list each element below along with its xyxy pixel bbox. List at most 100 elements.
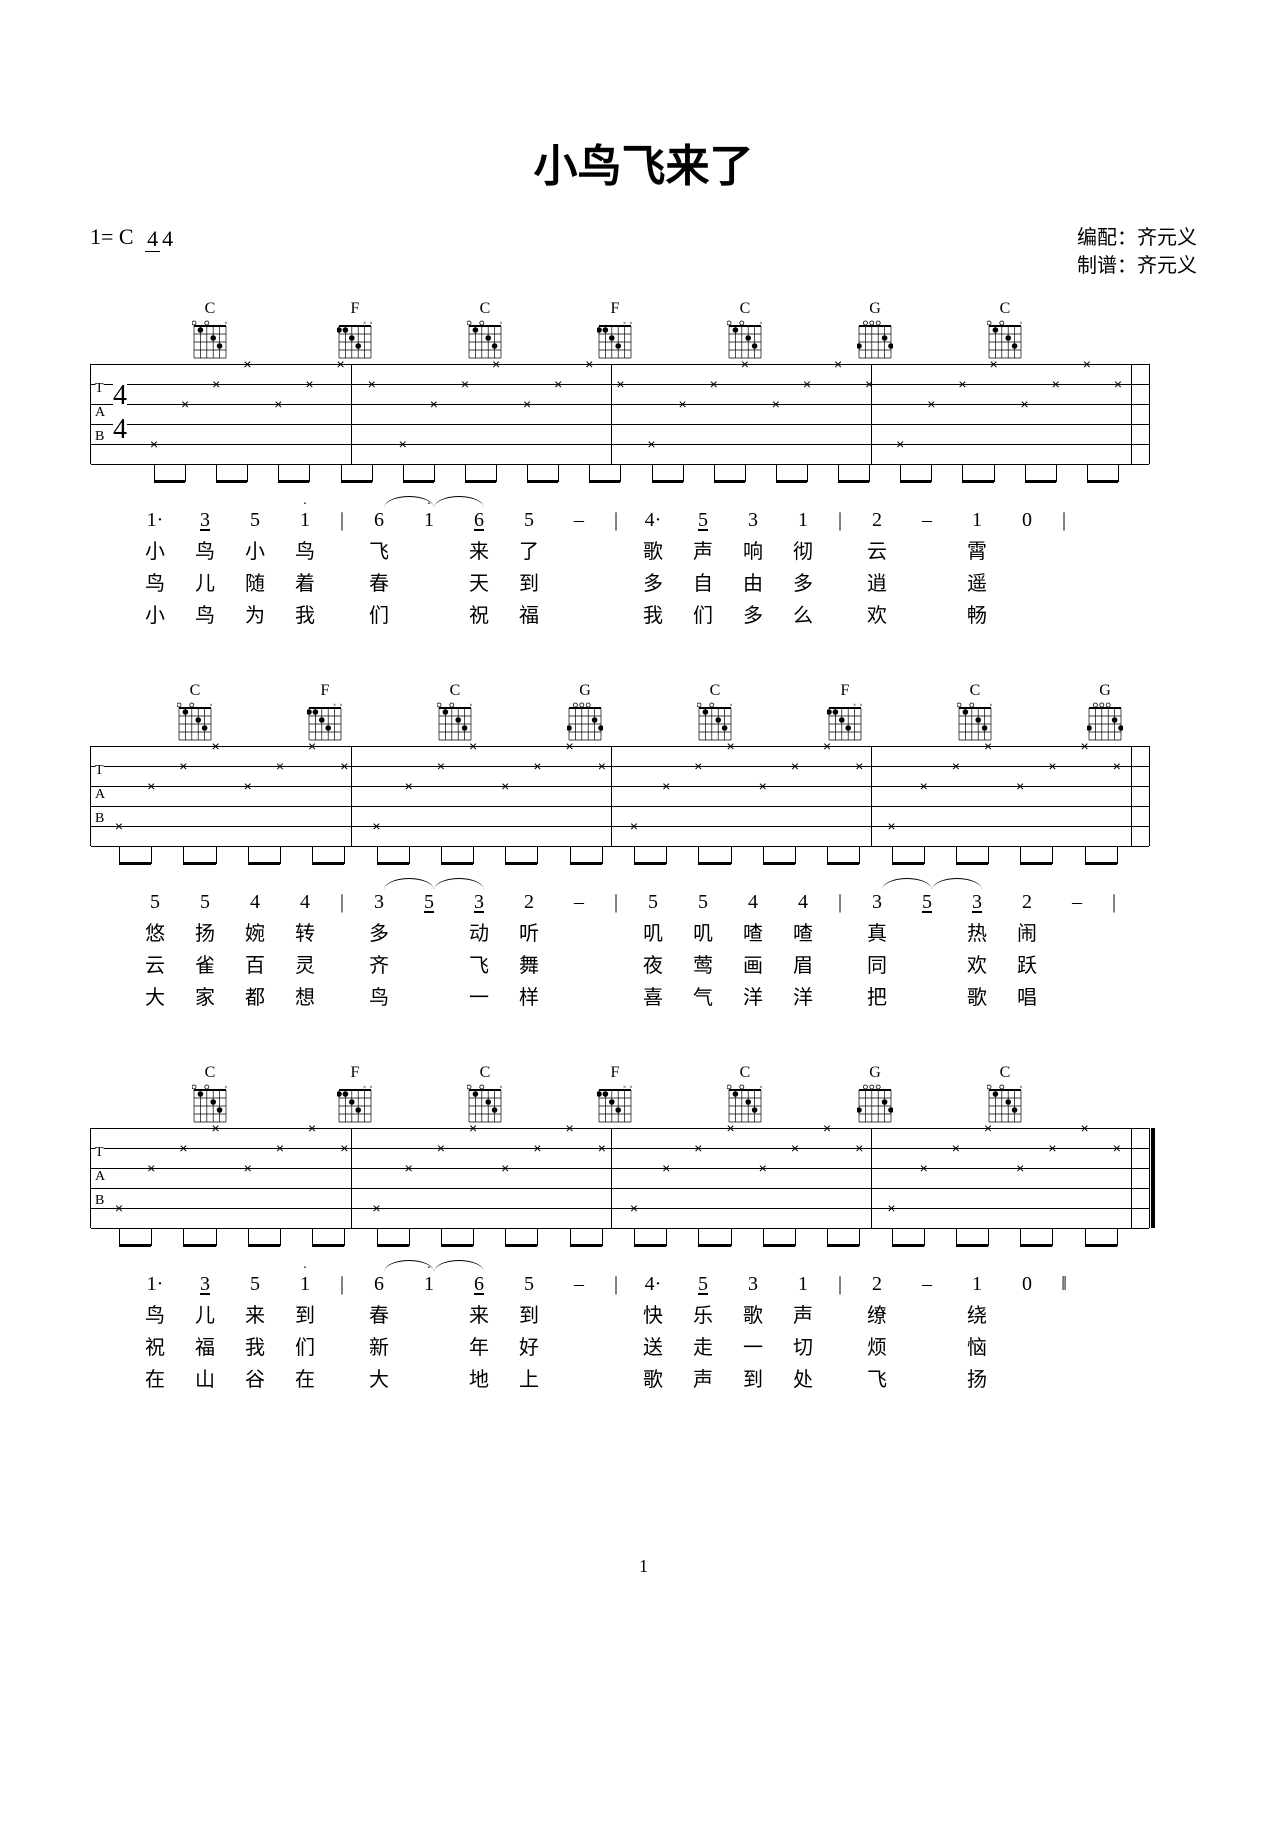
lyric-cell [554,536,604,568]
tab-clef-letter: B [95,812,104,826]
note-cell: 3 [454,886,504,918]
note-cell: 6 [354,1268,404,1300]
lyric-cell [404,918,454,950]
tab-note: × [212,377,220,391]
lyric-cell: 逍 [852,568,902,600]
lyric-cell: 气 [678,982,728,1014]
lyric-cell [828,1364,852,1396]
lyric-cell: 烦 [852,1332,902,1364]
lyric-cell: 飞 [354,536,404,568]
chord-row: C×F××C×GC×F××C×G [130,682,1197,742]
tab-note: × [336,357,344,371]
chord-grid-icon: ×× [827,702,863,742]
lyric-cell: 们 [280,1332,330,1364]
note-cell: 5 [678,886,728,918]
chord-grid-icon: × [467,320,503,360]
chord-name: C [970,682,981,700]
note-cell: 2 [852,504,902,536]
lyric-row: 悠扬婉转多动听叽叽喳喳真热闹 [130,918,1197,950]
tab-note: × [1016,779,1024,793]
tab-note: × [1048,1141,1056,1155]
chord-diagram: F×× [290,1064,420,1124]
tab-note: × [115,819,123,833]
svg-text:×: × [363,321,366,327]
note-cell: 2 [852,1268,902,1300]
note-cell: 3 [852,886,902,918]
note-cell: 1 [280,1268,330,1300]
system: C×F××C×F××C×GC×TAB44××××××××××××××××××××… [90,300,1197,632]
note-cell: 5 [230,1268,280,1300]
svg-text:×: × [224,321,227,327]
chord-diagram: C× [420,300,550,360]
lyric-cell: 真 [852,918,902,950]
lyric-cell: 声 [778,1300,828,1332]
lyric-cell: 悠 [130,918,180,950]
tab-note: × [694,759,702,773]
tab-note: × [952,759,960,773]
note-cell: 1· [130,504,180,536]
chord-diagram: C× [390,682,520,742]
chord-name: F [351,1064,360,1082]
lyric-cell [902,536,952,568]
chord-name: C [740,1064,751,1082]
chord-diagram: F×× [260,682,390,742]
lyric-cell: 快 [628,1300,678,1332]
lyric-row: 小鸟小鸟飞来了歌声响彻云霄 [130,536,1197,568]
lyric-cell [1002,568,1052,600]
tab-note: × [150,437,158,451]
lyric-row: 在山谷在大地上歌声到处飞扬 [130,1364,1197,1396]
note-cell: | [604,886,628,918]
lyric-cell [404,1364,454,1396]
note-cell: 5 [504,1268,554,1300]
chord-name: C [1000,300,1011,318]
chord-grid-icon: × [727,1084,763,1124]
lyric-cell: 们 [354,600,404,632]
lyric-cell: 到 [280,1300,330,1332]
lyric-cell: 声 [678,1364,728,1396]
lyric-cell [828,918,852,950]
lyric-cell [554,568,604,600]
chord-row: C×F××C×F××C×GC× [130,1064,1197,1124]
lyric-cell [604,982,628,1014]
tab-note: × [598,1141,606,1155]
tab-note: × [1048,759,1056,773]
chord-diagram: G [810,1064,940,1124]
lyric-cell: 小 [130,600,180,632]
lyric-cell: 叽 [678,918,728,950]
svg-text:×: × [623,321,626,327]
system: C×F××C×GC×F××C×GTAB×××××××××××××××××××××… [90,682,1197,1014]
lyric-cell: 闹 [1002,918,1052,950]
tab-staff: TAB×××××××××××××××××××××××××××××××× [90,746,1150,846]
lyric-cell: 福 [504,600,554,632]
lyric-cell: 多 [728,600,778,632]
chord-grid-icon: × [177,702,213,742]
tab-note: × [566,1121,574,1135]
lyric-cell [1002,1364,1052,1396]
lyric-cell: 切 [778,1332,828,1364]
chord-name: G [869,1064,881,1082]
lyric-cell: 响 [728,536,778,568]
note-cell: 4 [778,886,828,918]
key-signature: 1= C 44 [90,224,175,250]
chord-diagram: G [520,682,650,742]
tab-note: × [179,1141,187,1155]
chord-name: C [480,1064,491,1082]
tab-clef-letter: A [95,788,105,802]
tab-staff: TAB44×××××××××××××××××××××××××××××××× [90,364,1150,464]
chord-grid-icon: × [987,1084,1023,1124]
lyric-cell [1052,918,1102,950]
lyric-cell [828,950,852,982]
lyric-cell [330,982,354,1014]
lyric-cell: 鸟 [130,568,180,600]
lyric-cell [1002,1332,1052,1364]
note-cell: 6 [454,1268,504,1300]
lyric-cell: 齐 [354,950,404,982]
lyric-cell [828,536,852,568]
tab-note: × [662,1161,670,1175]
tab-note: × [989,357,997,371]
lyric-cell: 地 [454,1364,504,1396]
lyric-cell: 一 [728,1332,778,1364]
lyric-cell: 小 [130,536,180,568]
tab-note: × [1113,1141,1121,1155]
chord-name: C [205,300,216,318]
